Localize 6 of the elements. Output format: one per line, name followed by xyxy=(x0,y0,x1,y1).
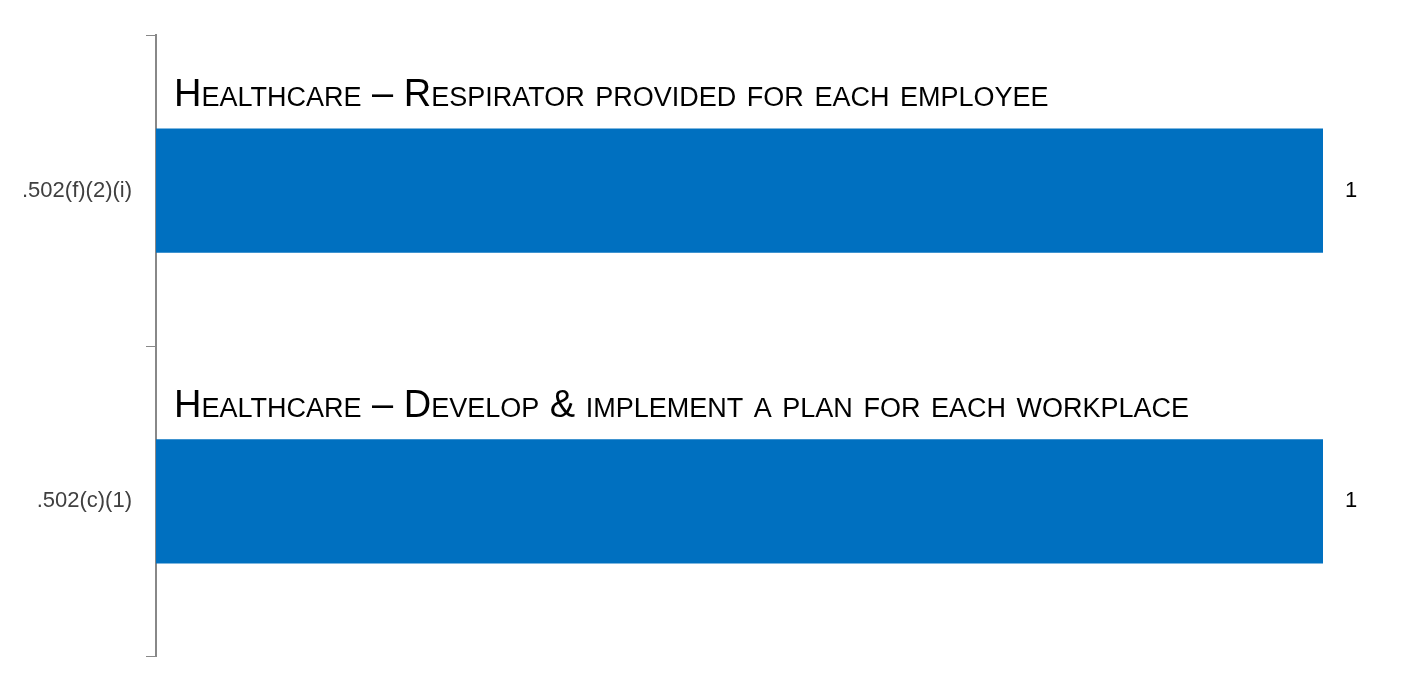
data-label: 1 xyxy=(1345,176,1358,202)
y-tick-label: .502(c)(1) xyxy=(36,487,133,513)
annotation: Healthcare – Develop & implement a plan for each workplace xyxy=(174,382,1190,425)
data-label: 1 xyxy=(1345,487,1358,513)
annotation: Healthcare – Respirator provided for each employee xyxy=(174,71,1049,114)
y-tick-label: .502(f)(2)(i) xyxy=(22,176,133,202)
